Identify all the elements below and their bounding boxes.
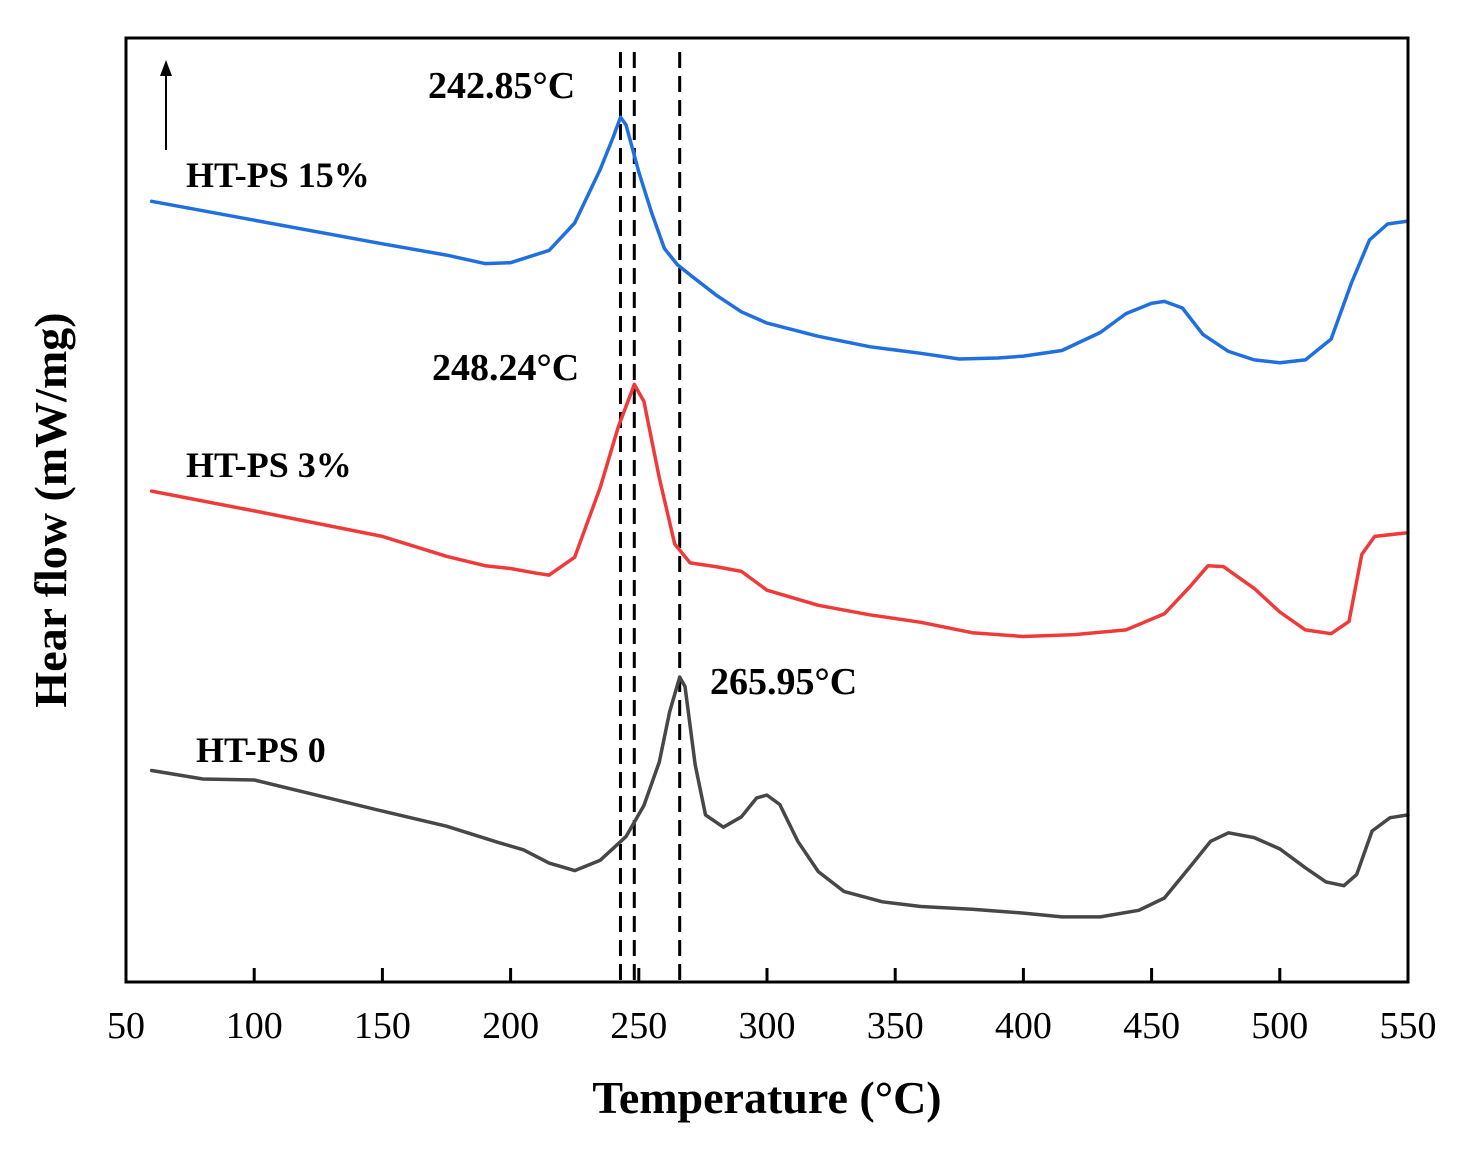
series-label-ht-ps-3: HT-PS 3% (186, 445, 352, 485)
x-tick-label: 300 (739, 1005, 796, 1047)
x-tick-label: 400 (995, 1005, 1052, 1047)
peak-label-265-95: 265.95°C (710, 661, 857, 703)
y-axis-title: Hear flow (mW/mg) (25, 312, 76, 707)
x-tick-label: 100 (226, 1005, 283, 1047)
series-label-ht-ps-15: HT-PS 15% (186, 155, 370, 195)
x-tick-label: 350 (867, 1005, 924, 1047)
series-label-ht-ps-0: HT-PS 0 (196, 730, 326, 770)
x-tick-label: 450 (1123, 1005, 1180, 1047)
peak-label-248-24: 248.24°C (432, 347, 579, 389)
x-tick-label: 250 (610, 1005, 667, 1047)
x-tick-label: 200 (482, 1005, 539, 1047)
x-tick-label: 150 (354, 1005, 411, 1047)
x-axis-title: Temperature (°C) (592, 1072, 941, 1123)
series-group (149, 115, 1410, 919)
series-line-ht-ps-3 (149, 382, 1410, 639)
series-line-ht-ps-15 (149, 115, 1410, 365)
x-tick-label: 500 (1251, 1005, 1308, 1047)
x-tick-label: 50 (107, 1005, 145, 1047)
reference-lines (618, 52, 682, 982)
x-axis-ticks: 50 100 150 200 250 300 350 400 450 500 550 (107, 968, 1437, 1047)
series-line-ht-ps-0 (149, 675, 1410, 919)
heat-flow-direction-arrow-icon (160, 60, 172, 150)
x-tick-label: 550 (1380, 1005, 1437, 1047)
peak-label-242-85: 242.85°C (428, 65, 575, 107)
